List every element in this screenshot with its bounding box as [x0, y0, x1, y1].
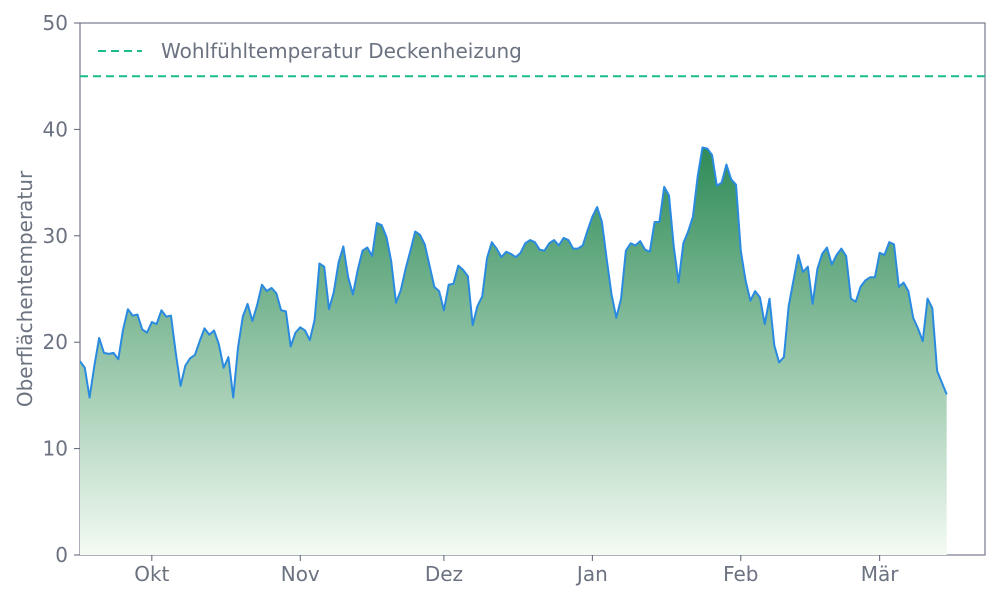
y-axis-ticks: 0 10 20 30 40 50 [43, 11, 80, 567]
x-axis-ticks: Okt Nov Dez Jan Feb Mär [134, 555, 899, 586]
y-tick-label: 20 [43, 330, 68, 354]
y-axis-title: Oberflächentemperatur [13, 170, 37, 407]
y-tick-label: 0 [55, 543, 68, 567]
y-tick-label: 10 [43, 437, 68, 461]
x-tick-label: Feb [723, 562, 758, 586]
legend-label: Wohlfühltemperatur Deckenheizung [161, 39, 522, 63]
x-tick-label: Dez [425, 562, 463, 586]
y-tick-label: 40 [43, 117, 68, 141]
x-tick-label: Jan [575, 562, 608, 586]
y-tick-label: 30 [43, 224, 68, 248]
x-tick-label: Okt [134, 562, 169, 586]
y-tick-label: 50 [43, 11, 68, 35]
temperature-series-line [80, 146, 948, 399]
x-tick-label: Nov [281, 562, 320, 586]
temperature-area-fill [80, 147, 947, 555]
legend: Wohlfühltemperatur Deckenheizung [98, 39, 522, 63]
x-tick-label: Mär [861, 562, 900, 586]
